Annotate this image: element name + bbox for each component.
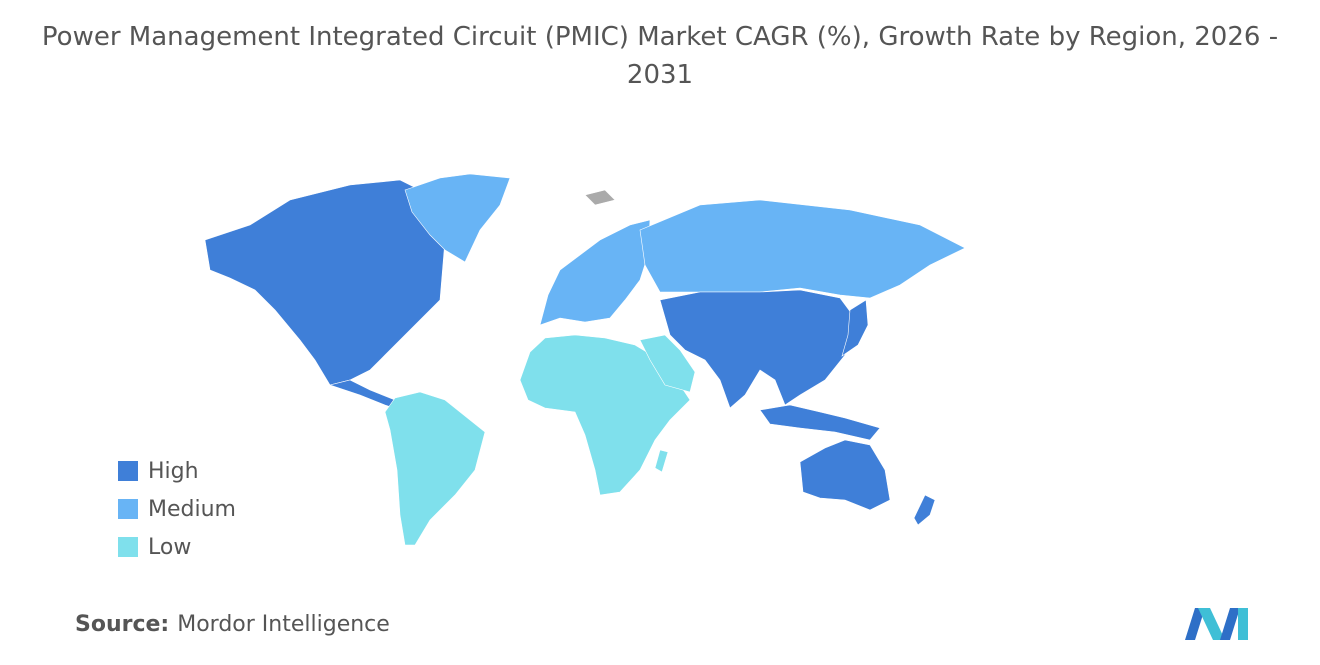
svalbard	[584, 189, 616, 206]
legend-label: High	[148, 458, 199, 484]
madagascar	[654, 449, 669, 473]
legend-swatch	[118, 537, 138, 557]
source: Source: Mordor Intelligence	[75, 612, 390, 637]
logo	[1185, 608, 1248, 640]
legend-item: Low	[118, 528, 236, 566]
russia	[639, 199, 966, 299]
north-america	[204, 179, 446, 386]
legend-label: Low	[148, 534, 192, 560]
southeast-asia	[759, 404, 881, 441]
legend-label: Medium	[148, 496, 236, 522]
middle-east	[639, 334, 696, 393]
australia	[799, 439, 891, 511]
legend: High Medium Low	[118, 452, 236, 566]
europe	[539, 219, 651, 326]
source-text: Mordor Intelligence	[177, 612, 390, 637]
greenland	[404, 173, 511, 263]
south-america	[384, 391, 486, 546]
legend-item: Medium	[118, 490, 236, 528]
africa	[519, 334, 691, 496]
japan	[841, 299, 869, 357]
source-label: Source:	[75, 612, 170, 637]
new-zealand	[913, 494, 936, 526]
chart-title: Power Management Integrated Circuit (PMI…	[41, 22, 1279, 90]
legend-swatch	[118, 461, 138, 481]
legend-item: High	[118, 452, 236, 490]
legend-swatch	[118, 499, 138, 519]
asia	[659, 289, 861, 409]
